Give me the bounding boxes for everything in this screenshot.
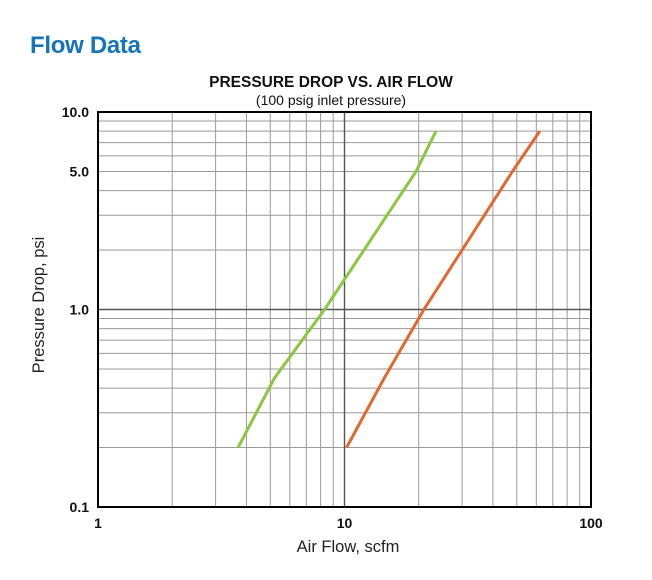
chart-subtitle: (100 psig inlet pressure): [256, 92, 406, 108]
x-axis-label: Air Flow, scfm: [297, 538, 400, 556]
series-line-1: [236, 130, 438, 449]
x-tick-label: 100: [579, 515, 603, 531]
x-tick-labels: 1 10 100: [94, 515, 603, 531]
plot-frame: [97, 111, 592, 508]
section-title: Flow Data: [30, 32, 141, 59]
y-tick-label: 0.1: [70, 499, 90, 515]
series-line-2: [345, 130, 542, 449]
y-tick-label: 1.0: [70, 302, 90, 318]
grid-lines: [98, 112, 591, 507]
x-tick-label: 1: [94, 515, 102, 531]
y-tick-label: 5.0: [70, 163, 90, 179]
y-tick-label: 10.0: [62, 104, 89, 120]
chart-title: PRESSURE DROP VS. AIR FLOW: [209, 74, 453, 91]
series-group: [236, 130, 542, 449]
y-tick-labels: 0.1 1.0 5.0 10.0: [62, 104, 89, 515]
x-tick-label: 10: [337, 515, 353, 531]
y-axis-label: Pressure Drop, psi: [30, 237, 48, 374]
